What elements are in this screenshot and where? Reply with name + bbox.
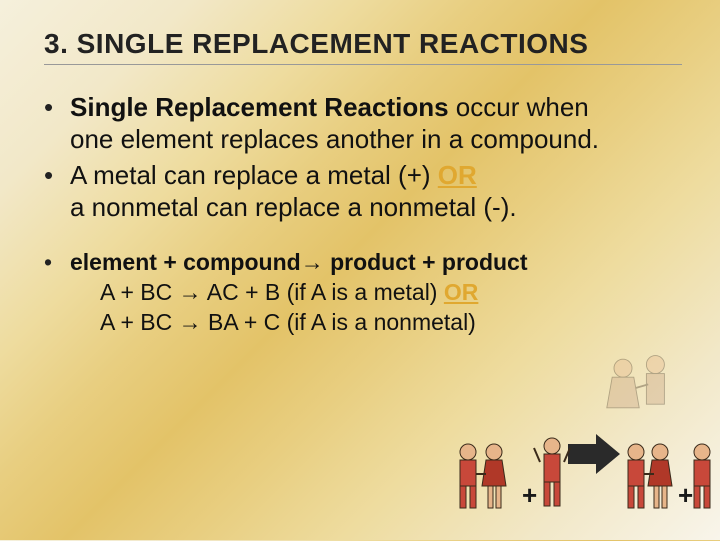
or-text: OR <box>444 279 479 305</box>
bullet-text: element + compound→ product + product A … <box>70 247 528 337</box>
people-swap-icon: + <box>446 346 716 536</box>
bullet-text: A metal can replace a metal (+) OR a non… <box>70 159 517 223</box>
bullet-3: • element + compound→ product + product … <box>40 247 682 337</box>
bullet-dot: • <box>40 159 70 191</box>
illustration: + <box>446 346 716 536</box>
arrow-icon: → <box>301 249 324 275</box>
text-frag: A + BC <box>100 309 179 335</box>
formula-bold: element + compound <box>70 249 301 275</box>
text-frag: A + BC → AC + B (if A is a metal) OR <box>70 277 478 307</box>
slide: 3. SINGLE REPLACEMENT REACTIONS • Single… <box>0 0 720 540</box>
text-frag: A metal can replace a metal (+) <box>70 160 438 190</box>
plus-icon: + <box>522 480 537 510</box>
bullet-2: • A metal can replace a metal (+) OR a n… <box>40 159 682 223</box>
plus-icon: + <box>678 480 693 510</box>
text-frag: AC + B (if A is a metal) <box>202 279 444 305</box>
term-bold: Single Replacement Reactions <box>70 92 449 122</box>
arrow-icon: → <box>179 279 202 305</box>
text-frag: occur when <box>449 92 589 122</box>
text-frag: A + BC → BA + C (if A is a nonmetal) <box>70 307 476 337</box>
bullet-dot: • <box>40 247 70 277</box>
content-area: • Single Replacement Reactions occur whe… <box>38 91 682 337</box>
bullet-1: • Single Replacement Reactions occur whe… <box>40 91 682 155</box>
text-frag: BA + C (if A is a nonmetal) <box>202 309 476 335</box>
bullet-text: Single Replacement Reactions occur when … <box>70 91 599 155</box>
text-frag: one element replaces another in a compou… <box>70 124 599 154</box>
text-frag: a nonmetal can replace a nonmetal (-). <box>70 192 517 222</box>
slide-title: 3. SINGLE REPLACEMENT REACTIONS <box>44 28 682 65</box>
or-text: OR <box>438 160 477 190</box>
bullet-dot: • <box>40 91 70 123</box>
formula-bold: product + product <box>324 249 528 275</box>
text-frag: A + BC <box>100 279 179 305</box>
arrow-icon: → <box>179 309 202 335</box>
